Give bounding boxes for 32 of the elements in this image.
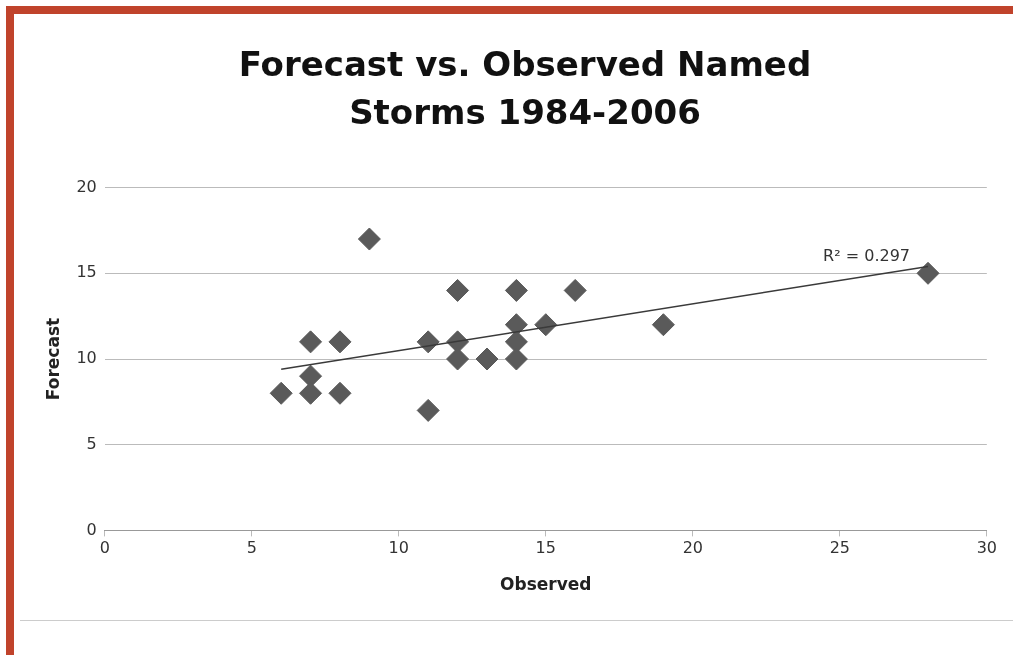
y-tick-label: 0 xyxy=(86,519,97,539)
annotation: R² = 0.297 xyxy=(823,245,911,265)
x-tick-label: 0 xyxy=(99,538,110,558)
point xyxy=(416,330,440,354)
y-tick-label: 15 xyxy=(76,262,97,282)
point xyxy=(299,381,323,405)
point xyxy=(328,381,352,405)
point xyxy=(357,227,381,251)
x-tick-label: 20 xyxy=(682,538,703,558)
x-tick-label: 5 xyxy=(246,538,257,558)
y-tick-label: 10 xyxy=(76,348,97,368)
point xyxy=(446,278,470,302)
point xyxy=(416,398,440,422)
point xyxy=(504,347,528,371)
x-tick-label: 15 xyxy=(535,538,556,558)
x-tick-label: 25 xyxy=(829,538,850,558)
point xyxy=(446,347,470,371)
x-axis-title: Observed xyxy=(500,574,592,595)
x-tick-label: 30 xyxy=(976,538,997,558)
point xyxy=(475,347,499,371)
point xyxy=(504,278,528,302)
point xyxy=(916,261,940,285)
y-tick-label: 5 xyxy=(86,433,97,453)
chart-title: Forecast vs. Observed Named Storms 1984-2006 xyxy=(237,43,813,134)
point xyxy=(299,330,323,354)
point xyxy=(269,381,293,405)
x-tick-label: 10 xyxy=(388,538,409,558)
point xyxy=(563,278,587,302)
point xyxy=(651,313,675,337)
point xyxy=(328,330,352,354)
y-tick-label: 20 xyxy=(76,176,97,196)
y-axis-title: Forecast xyxy=(42,317,63,401)
